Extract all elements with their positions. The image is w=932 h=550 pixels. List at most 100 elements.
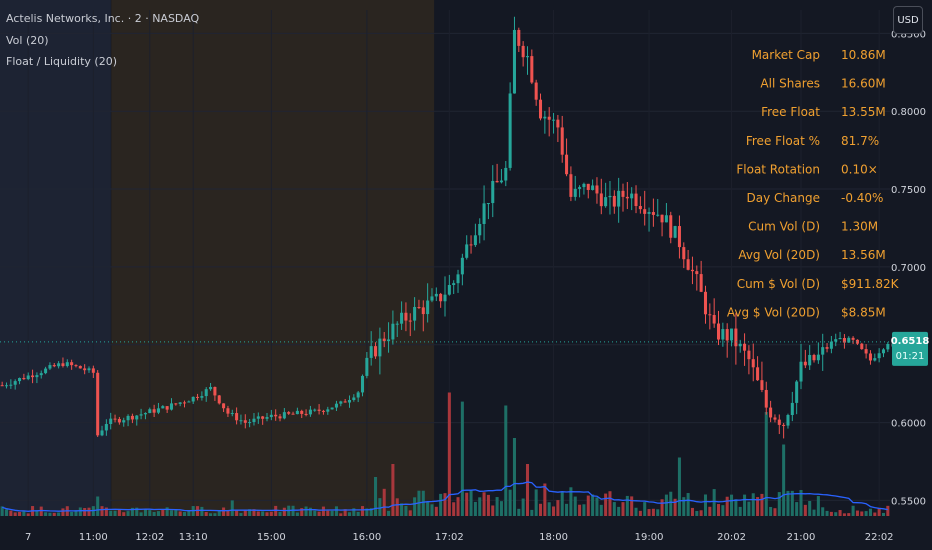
volume-bar [708,506,712,516]
volume-bar [803,504,807,516]
volume-bar [617,506,621,516]
stat-value: 1.30M [841,220,878,234]
candle-body [508,93,512,168]
candle-body [595,185,599,194]
stat-value: 13.55M [841,105,886,119]
y-tick-label: 0.5500 [891,496,926,507]
volume-bar [235,509,239,516]
candle-body [83,368,87,371]
candle-body [443,294,447,302]
candle-body [334,403,338,408]
candle-body [387,339,391,342]
candle-body [512,29,516,94]
candle-body [699,274,703,292]
volume-bar [842,513,846,516]
x-tick-label: 16:00 [352,532,381,543]
candle-body [178,402,182,404]
candle-body [760,380,764,390]
volume-bar [161,509,165,516]
volume-bar [621,502,625,516]
x-tick-label: 18:00 [539,532,568,543]
volume-bar [556,500,560,516]
volume-bar [773,508,777,516]
volume-bar [712,489,716,516]
candle-body [881,349,886,354]
candle-body [690,269,694,272]
candle-body [482,203,486,224]
y-tick-label: 0.7500 [891,185,926,196]
volume-bar [109,510,113,516]
volume-bar [747,501,751,516]
candle-body [74,365,78,367]
volume-bar [135,507,139,516]
candle-body [382,338,386,342]
candle-body [486,203,490,205]
volume-bar [295,512,299,516]
volume-bar [204,512,208,516]
volume-bar [795,502,799,516]
volume-bar [9,510,13,516]
volume-bar [868,508,872,516]
candle-body [278,416,282,419]
candle-body [808,354,812,366]
volume-bar [677,457,681,516]
volume-bar [248,509,252,516]
volume-bar [734,499,738,516]
candle-body [430,296,434,301]
candle-body [109,418,113,425]
candle-body [70,362,74,366]
volume-bar [378,498,382,516]
candle-body [521,45,525,58]
candle-body [57,363,61,367]
volume-bar [87,507,91,516]
volume-bar [604,493,608,516]
x-tick-label: 22:02 [865,532,894,543]
candle-body [499,180,503,183]
candle-body [504,167,508,181]
candle-body [404,312,408,321]
volume-bar [152,511,156,516]
volume-bar [586,495,590,516]
candle-body [35,375,39,378]
candle-body [634,193,638,207]
candle-body [547,116,551,120]
volume-bar [769,506,773,516]
volume-bar [530,509,534,516]
currency-button[interactable]: USD [893,6,923,34]
candle-body [738,343,742,347]
volume-bar [395,498,399,516]
volume-bar [343,509,347,516]
symbol-title[interactable]: Actelis Networks, Inc. · 2 · NASDAQ [6,12,200,25]
y-tick-label: 0.6000 [891,419,926,430]
candle-body [304,413,308,415]
candle-body [556,119,560,128]
volume-bar [39,506,43,516]
volume-bar [226,510,230,516]
volume-bar [838,510,842,516]
premarket-band [0,0,111,516]
volume-bar [391,464,395,516]
volume-bar [560,491,564,516]
volume-bar [291,505,295,516]
candle-body [664,215,668,223]
candle-body [491,180,495,204]
candle-body [608,195,612,198]
volume-bar [847,513,851,516]
candle-body [465,244,469,258]
candle-body [22,378,26,380]
candle-body [730,328,734,341]
volume-bar [643,502,647,516]
float-indicator-label[interactable]: Float / Liquidity (20) [6,55,117,68]
volume-bar [174,510,178,516]
volume-indicator-label[interactable]: Vol (20) [6,34,49,47]
volume-bar [408,510,412,516]
candle-body [525,56,530,58]
volume-bar [439,493,443,516]
volume-bar [756,497,760,516]
candle-body [825,347,829,349]
last-price-label: 0.6518 [891,336,930,347]
volume-bar [525,464,530,516]
candle-body [226,408,230,414]
volume-bar [573,496,577,516]
